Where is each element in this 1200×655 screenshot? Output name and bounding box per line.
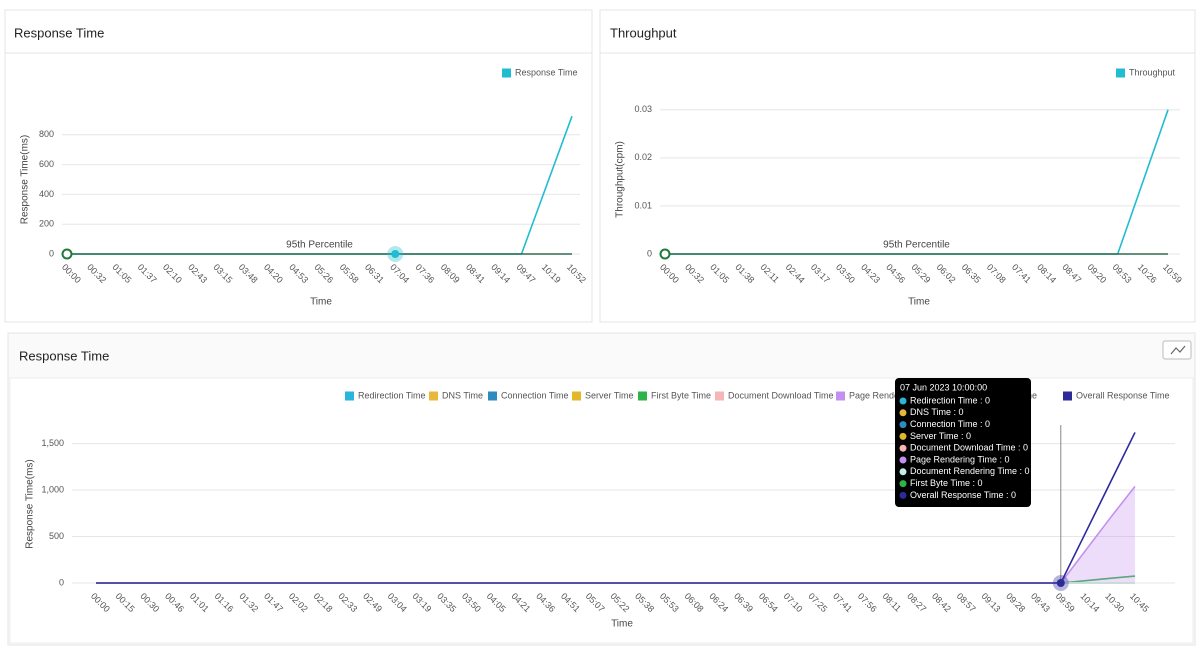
y-tick-label: 1,500 bbox=[41, 438, 64, 448]
hover-point bbox=[391, 250, 400, 258]
panel-title: Response Time bbox=[19, 348, 109, 363]
chart-type-button[interactable] bbox=[1162, 340, 1192, 360]
tooltip-dot bbox=[899, 409, 907, 417]
tooltip-item: DNS Time : 0 bbox=[910, 407, 964, 417]
y-tick-label: 1,000 bbox=[41, 484, 64, 494]
y-axis-title: Response Time(ms) bbox=[20, 135, 31, 224]
y-tick-label: 0 bbox=[49, 248, 54, 258]
legend-swatch bbox=[836, 391, 845, 401]
y-axis-title: Response Time(ms) bbox=[25, 459, 36, 548]
series-line bbox=[96, 432, 1136, 584]
tooltip-dot bbox=[899, 397, 907, 405]
legend-swatch bbox=[345, 391, 354, 401]
y-tick-label: 200 bbox=[39, 219, 54, 229]
tooltip-item: Document Download Time : 0 bbox=[910, 443, 1028, 453]
panel bbox=[4, 9, 593, 323]
panel-title: Throughput bbox=[610, 25, 677, 40]
y-tick-label: 500 bbox=[49, 531, 64, 541]
legend-label: Response Time bbox=[515, 67, 578, 77]
y-tick-label: 0.02 bbox=[634, 152, 652, 162]
tooltip-dot bbox=[899, 468, 907, 476]
tooltip-dot bbox=[899, 432, 907, 440]
legend-label: Document Download Time bbox=[728, 390, 834, 400]
legend-swatch bbox=[488, 391, 497, 401]
y-tick-label: 0.03 bbox=[634, 104, 652, 114]
hover-point bbox=[1056, 579, 1065, 587]
y-tick-label: 0.01 bbox=[634, 200, 652, 210]
y-tick-label: 400 bbox=[39, 189, 54, 199]
legend-label: Server Time bbox=[585, 390, 634, 400]
tooltip-item: First Byte Time : 0 bbox=[910, 478, 983, 488]
legend-swatch bbox=[1063, 391, 1072, 401]
y-tick-label: 0 bbox=[59, 577, 64, 587]
legend-label: Throughput bbox=[1129, 67, 1176, 77]
tooltip-title: 07 Jun 2023 10:00:00 bbox=[900, 382, 987, 392]
tooltip-item: Redirection Time : 0 bbox=[910, 395, 990, 405]
legend-label: DNS Time bbox=[442, 390, 483, 400]
tooltip-dot bbox=[899, 421, 907, 429]
x-axis-title: Time bbox=[611, 619, 633, 630]
legend-label: Page Rendering Time bbox=[849, 390, 936, 400]
tooltip-box bbox=[895, 378, 1031, 507]
panel bbox=[599, 9, 1196, 323]
tooltip-item: Connection Time : 0 bbox=[910, 419, 990, 429]
legend-label: Overall Response Time bbox=[1076, 390, 1170, 400]
panel-title: Response Time bbox=[14, 25, 104, 40]
legend-label: First Byte Time bbox=[651, 390, 711, 400]
percentile-marker bbox=[61, 248, 73, 260]
tooltip-dot bbox=[899, 444, 907, 452]
legend-swatch bbox=[715, 391, 724, 401]
legend-label: Connection Time bbox=[501, 390, 569, 400]
tooltip-dot bbox=[899, 456, 907, 464]
tooltip-item: Page Rendering Time : 0 bbox=[910, 454, 1010, 464]
button-frame[interactable] bbox=[1162, 340, 1192, 360]
percentile-marker bbox=[659, 248, 671, 260]
percentile-label: 95th Percentile bbox=[883, 240, 950, 251]
tooltip-dot bbox=[899, 480, 907, 488]
y-axis-title: Throughput(cpm) bbox=[615, 141, 626, 218]
tooltip-item: Server Time : 0 bbox=[910, 431, 971, 441]
tooltip: 07 Jun 2023 10:00:00 Redirection Time : 0… bbox=[895, 378, 1031, 507]
y-tick-label: 600 bbox=[39, 159, 54, 169]
x-axis-title: Time bbox=[908, 297, 930, 308]
legend-swatch bbox=[429, 391, 438, 401]
legend-swatch bbox=[1116, 68, 1125, 78]
button-icon[interactable] bbox=[1170, 345, 1186, 355]
y-tick-label: 0 bbox=[647, 248, 652, 258]
x-axis-title: Time bbox=[310, 297, 332, 308]
y-tick-label: 800 bbox=[39, 129, 54, 139]
tooltip-item: Overall Response Time : 0 bbox=[910, 490, 1016, 500]
legend-swatch bbox=[572, 391, 581, 401]
tooltip-dot bbox=[899, 491, 907, 499]
legend-swatch bbox=[638, 391, 647, 401]
percentile-label: 95th Percentile bbox=[286, 240, 353, 251]
legend-label: Redirection Time bbox=[358, 390, 426, 400]
legend-swatch bbox=[502, 68, 511, 78]
tooltip-item: Document Rendering Time : 0 bbox=[910, 466, 1030, 476]
